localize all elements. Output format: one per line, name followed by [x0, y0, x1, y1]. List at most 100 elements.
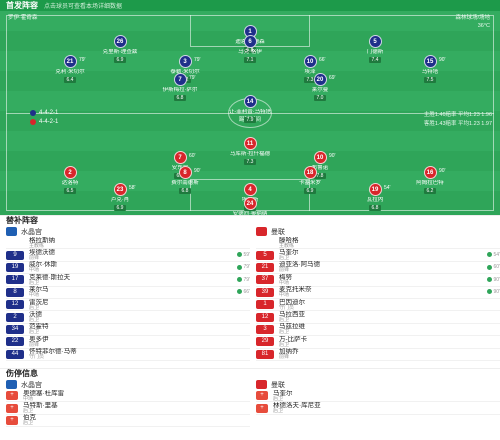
jersey-icon: 10	[303, 55, 317, 68]
shirt-number: 34	[6, 324, 24, 334]
sub-row[interactable]: 5 马奎尔 后卫 54'	[256, 249, 500, 262]
bottom-player[interactable]: 23 卢克·肖 6.9 58'	[93, 183, 147, 211]
injury-section-title: 伤停信息	[0, 368, 500, 378]
player-name: 达洛特	[61, 180, 79, 186]
sub-time: 66'	[237, 289, 250, 295]
injury-icon: +	[6, 415, 18, 425]
bottom-player[interactable]: 18 卡塞米罗 6.9	[283, 166, 337, 194]
top-player[interactable]: 5 门德斯 7.4	[348, 35, 402, 63]
player-name: 卡塞米罗	[298, 180, 321, 186]
jersey-icon: 18	[303, 166, 317, 179]
jersey-icon: 16	[423, 166, 437, 179]
sub-time: 69'	[329, 75, 336, 81]
sub-name: 埃德沃德	[29, 249, 55, 257]
injured-position: 后卫	[23, 408, 34, 415]
sub-name: 奥多伊	[29, 335, 49, 343]
sub-row[interactable]: 29 万-比萨卡 后卫	[256, 336, 500, 349]
sub-time: 79'	[79, 57, 86, 63]
sub-row[interactable]: 1 巴因迪尔 守门员	[256, 298, 500, 312]
pitch: 罗伊·霍奇森 森林球场/场地 36°C 4-4-2-1 4-4-2-1 主胜1.…	[0, 11, 500, 215]
injury-row[interactable]: + 奥德塞·杜库雷 中场	[6, 390, 250, 403]
top-player[interactable]: 14 让-菲利普·马特塔 7.9	[223, 95, 277, 123]
shirt-number: 5	[256, 250, 274, 260]
top-player[interactable]: 7 伊斯梅拉·萨尔 6.8 79'	[153, 73, 207, 101]
sub-in-icon	[237, 277, 243, 283]
injury-row[interactable]: + 伯克 后卫	[6, 414, 250, 428]
sub-position: 后卫	[29, 329, 40, 336]
sub-row[interactable]: 37 梅努 中场 90'	[256, 274, 500, 287]
sub-row[interactable]: 8 莱尔马 中场 66'	[6, 286, 250, 299]
jersey-icon: 23	[113, 183, 127, 196]
sub-row[interactable]: 3 马兹拉维 后卫	[256, 323, 500, 337]
player-name: 瓦拉内	[366, 197, 384, 203]
jersey-icon: 2	[63, 166, 77, 179]
shirt-number: 37	[256, 275, 274, 285]
sub-position: 后卫	[29, 279, 40, 286]
sub-name: 巴因迪尔	[279, 298, 305, 306]
sub-row[interactable]: 34 范霍特 后卫	[6, 323, 250, 337]
sub-row[interactable]: 81 加纳乔 前锋	[256, 348, 500, 361]
player-rating: 7.9	[243, 117, 257, 123]
bottom-player[interactable]: 11 马库斯·拉什福德 7.3	[223, 137, 277, 165]
shirt-number: 21	[256, 262, 274, 272]
jersey-icon: 6	[243, 35, 257, 48]
top-player[interactable]: 26 克里斯·理查兹 6.9	[93, 35, 147, 63]
top-player[interactable]: 6 马克·格伊 7.1	[223, 35, 277, 63]
sub-time: 90'	[329, 153, 336, 159]
jersey-icon: 4	[243, 183, 257, 196]
injury-row[interactable]: + 马奎尔 后卫	[256, 390, 500, 403]
sub-row[interactable]: 9 埃德沃德 前锋 59'	[6, 249, 250, 262]
sub-position: 后卫	[29, 304, 40, 311]
sub-position: 中场	[279, 279, 290, 286]
away-coach-row[interactable]: 滕哈格 主教练	[256, 237, 500, 250]
sub-name: 范霍特	[29, 323, 49, 331]
shirt-number: 17	[6, 275, 24, 285]
player-rating: 6.8	[173, 95, 187, 101]
sub-row[interactable]: 39 麦克托米奈 中场 90'	[256, 286, 500, 299]
top-player[interactable]: 10 埃泽 7.3 66'	[283, 55, 337, 83]
sub-name: 马拉西亚	[279, 311, 305, 319]
home-subs-list: 水晶宫 格拉斯纳 主教练 9 埃德沃德 前锋 59' 19 威尔·休斯 中场 79' 17 克莱德·…	[6, 226, 250, 361]
home-coach-row[interactable]: 格拉斯纳 主教练	[6, 237, 250, 250]
bottom-player[interactable]: 8 费尔南德斯 6.8 90'	[158, 166, 212, 194]
jersey-icon: 1	[243, 25, 257, 38]
injured-position: 后卫	[273, 408, 284, 415]
sub-name: 马奎尔	[279, 249, 299, 257]
sub-row[interactable]: 21 迪亚洛·阿马德 前锋 60'	[256, 261, 500, 275]
shirt-number: 3	[256, 324, 274, 334]
away-injury-list: 曼联 + 马奎尔 后卫 + 林德洛夫·库尼亚 后卫	[256, 379, 500, 415]
injury-row[interactable]: + 林德洛夫·库尼亚 后卫	[256, 402, 500, 415]
sub-time: 54'	[384, 185, 391, 191]
sub-position: 后卫	[279, 341, 290, 348]
sub-time: 90'	[487, 277, 500, 283]
top-player[interactable]: 21 克利·米切尔 6.4 79'	[43, 55, 97, 83]
jersey-icon: 11	[243, 137, 257, 150]
sub-position: 前锋	[29, 255, 40, 262]
top-player[interactable]: 20 莱尔曼 7.0 69'	[293, 73, 347, 101]
sub-row[interactable]: 17 克莱德·斯拉夫 后卫 79'	[6, 274, 250, 287]
sub-position: 守门员	[279, 304, 295, 311]
player-name: 安德烈·奥纳纳	[232, 211, 268, 215]
bottom-player[interactable]: 10 布鲁诺 7.8 90'	[293, 151, 347, 179]
sub-row[interactable]: 19 威尔·休斯 中场 79'	[6, 261, 250, 275]
sub-in-icon	[237, 252, 243, 258]
bottom-player[interactable]: 19 瓦拉内 6.8 54'	[348, 183, 402, 211]
player-rating: 7.1	[243, 57, 257, 63]
sub-row[interactable]: 22 奥多伊 前锋	[6, 335, 250, 349]
sub-row[interactable]: 2 沃德 后卫	[6, 311, 250, 324]
bottom-player[interactable]: 16 阿姆拉巴特 6.2 90'	[403, 166, 457, 194]
sub-in-icon	[487, 277, 493, 283]
sub-row[interactable]: 12 马拉西亚 后卫	[256, 311, 500, 324]
subs-section-title: 替补阵容	[0, 215, 500, 225]
injury-row[interactable]: + 马特斯·里基 后卫	[6, 402, 250, 415]
sub-row[interactable]: 44 怀特菲尔德·马蒂 守门员	[6, 348, 250, 361]
shirt-number: 1	[256, 300, 274, 310]
shirt-number: 39	[256, 287, 274, 297]
jersey-icon: 20	[313, 73, 327, 86]
bottom-player[interactable]: 2 达洛特 6.5	[43, 166, 97, 194]
top-player[interactable]: 15 马特塔 7.5 90'	[403, 55, 457, 83]
sub-row[interactable]: 12 雷茨尼 后卫	[6, 299, 250, 312]
sub-position: 前锋	[279, 267, 290, 274]
lineup-title: 首发阵容	[6, 1, 38, 10]
